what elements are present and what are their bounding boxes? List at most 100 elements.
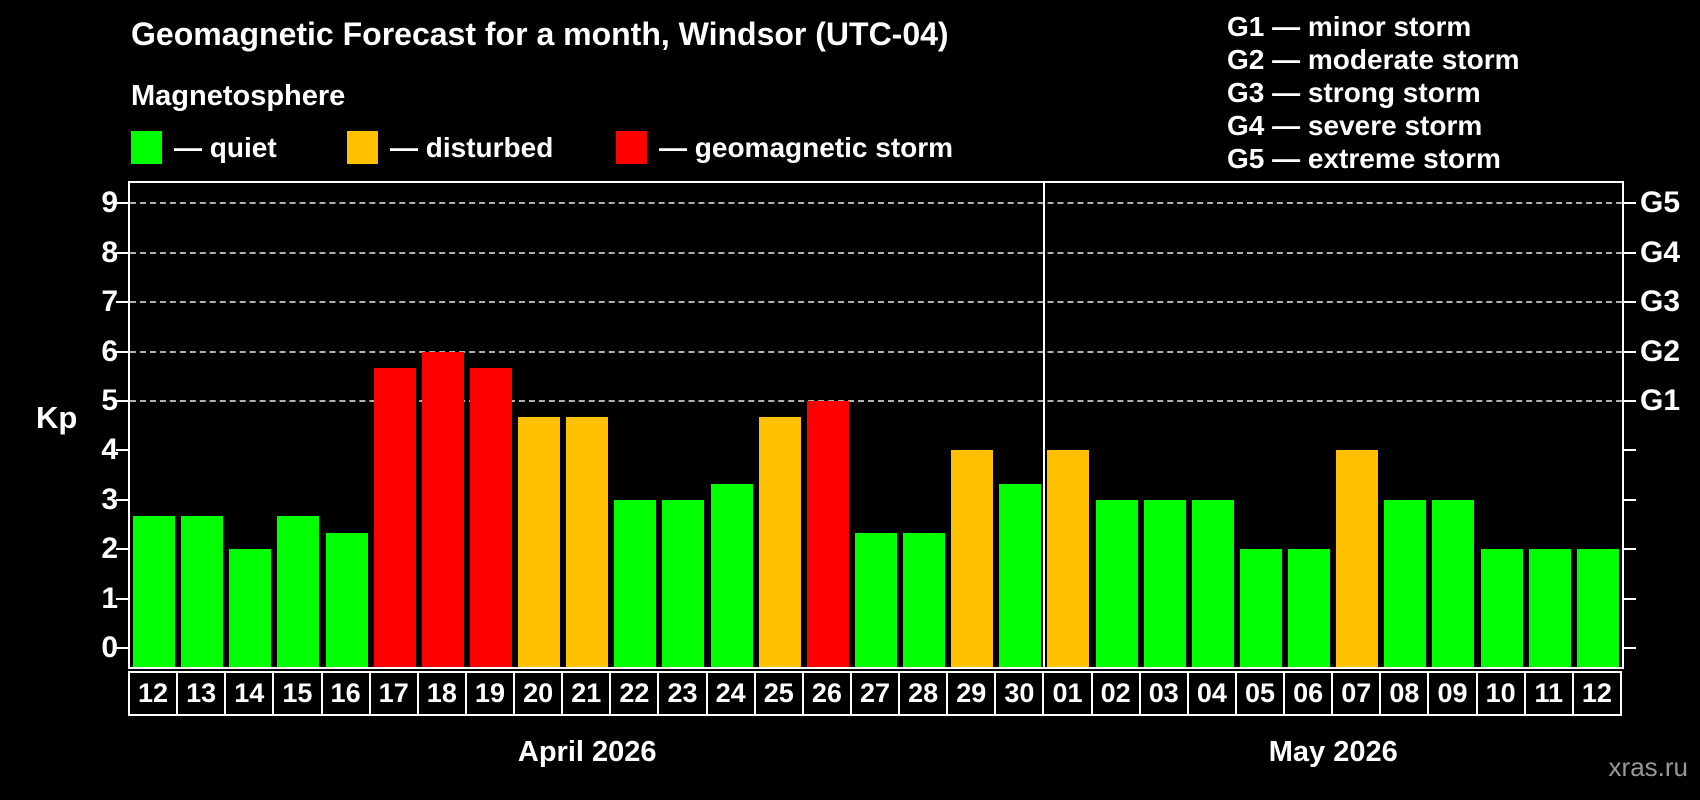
date-cell: 05 — [1234, 671, 1286, 716]
storm-scale-line: G1 — minor storm — [1227, 11, 1472, 42]
kp-bar — [854, 532, 897, 667]
y-axis-tick — [1624, 548, 1636, 551]
y-axis-tick-label: 6 — [101, 334, 118, 368]
kp-bar — [999, 483, 1042, 667]
storm-scale-line: G5 — extreme storm — [1227, 143, 1501, 174]
date-cell: 30 — [994, 671, 1045, 716]
date-cell: 06 — [1283, 671, 1334, 716]
legend-label: — quiet — [174, 131, 277, 163]
chart-title: Geomagnetic Forecast for a month, Windso… — [131, 16, 949, 52]
date-cell: 23 — [657, 671, 708, 716]
gridline-g2 — [130, 350, 1622, 353]
kp-bar — [1576, 549, 1619, 667]
date-cell: 10 — [1475, 671, 1526, 716]
date-cell: 02 — [1090, 671, 1141, 716]
legend-swatch-quiet — [131, 131, 162, 164]
y-axis-label: Kp — [36, 400, 78, 435]
legend-item-quiet: — quiet — [131, 131, 277, 164]
date-cell: 11 — [1523, 671, 1574, 716]
date-cell: 19 — [464, 671, 516, 716]
date-cell: 18 — [416, 671, 467, 716]
legend-label: — geomagnetic storm — [659, 131, 954, 163]
date-cell: 21 — [561, 671, 612, 716]
g-level-label: G1 — [1640, 384, 1681, 417]
y-axis-tick — [1624, 647, 1636, 649]
date-cell: 26 — [801, 671, 852, 716]
y-axis-tick — [1624, 449, 1636, 452]
legend-swatch-storm — [616, 131, 647, 164]
date-cell: 28 — [898, 671, 949, 716]
g-level-label: G2 — [1640, 334, 1681, 368]
kp-bar — [229, 549, 272, 667]
kp-bar — [1336, 450, 1379, 667]
gridline-g5 — [130, 202, 1622, 205]
month-label: April 2026 — [517, 736, 657, 768]
chart-subtitle: Magnetosphere — [131, 80, 346, 112]
y-axis-tick — [116, 647, 128, 649]
g-level-label: G5 — [1640, 186, 1681, 220]
kp-bar — [1480, 549, 1523, 667]
y-axis-tick — [116, 202, 128, 205]
plot-area — [116, 181, 1636, 669]
date-cell: 09 — [1427, 671, 1478, 716]
watermark: xras.ru — [1608, 752, 1688, 782]
y-axis-tick — [1624, 251, 1636, 254]
kp-bar — [325, 532, 368, 667]
y-axis-tick — [116, 597, 128, 600]
date-cell: 14 — [224, 671, 275, 716]
g-level-label: G4 — [1640, 235, 1681, 269]
legend-swatch-disturbed — [347, 131, 378, 164]
y-axis-tick — [116, 449, 128, 452]
y-axis-tick — [116, 498, 128, 501]
y-axis-tick — [1624, 350, 1636, 353]
y-axis-tick — [116, 251, 128, 254]
date-cell: 04 — [1186, 671, 1237, 716]
kp-bar — [1528, 549, 1571, 667]
month-separator-line — [1043, 183, 1046, 667]
date-cell: 20 — [513, 671, 564, 716]
y-axis-tick — [1624, 301, 1636, 304]
date-cell: 08 — [1379, 671, 1430, 716]
kp-bar — [373, 367, 416, 667]
kp-bar — [951, 450, 994, 667]
date-cell: 12 — [1571, 671, 1622, 716]
date-cell: 13 — [176, 671, 227, 716]
kp-bar — [1288, 549, 1331, 667]
kp-bar — [1432, 499, 1475, 667]
gridline-g4 — [130, 251, 1622, 254]
kp-bar — [903, 532, 946, 667]
gridline-g1 — [130, 400, 1622, 402]
kp-bar — [421, 351, 464, 667]
kp-bar — [662, 499, 705, 667]
date-cell: 24 — [705, 671, 756, 716]
kp-bar — [469, 367, 512, 667]
kp-bar — [614, 499, 657, 667]
date-axis-row: 12 13 14 15 16 17 18 19 20 21 22 23 24 25 26 27 28 29 30 01… — [128, 671, 1624, 716]
y-axis-tick — [1624, 498, 1636, 501]
date-cell: 25 — [753, 671, 804, 716]
date-cell: 29 — [946, 671, 997, 716]
kp-bar — [710, 483, 753, 667]
y-axis-tick — [1624, 202, 1636, 205]
storm-scale-line: G2 — moderate storm — [1227, 44, 1520, 75]
kp-bar — [1239, 549, 1282, 667]
kp-bar — [1143, 499, 1186, 667]
y-axis-tick — [1624, 597, 1636, 600]
kp-bar — [1191, 499, 1234, 667]
y-axis-tick-label: 1 — [101, 581, 118, 615]
y-axis-tick-label: 9 — [101, 186, 118, 220]
kp-bar — [181, 516, 224, 667]
kp-bar — [806, 401, 849, 667]
date-cell: 27 — [849, 671, 901, 716]
y-axis-tick — [116, 400, 128, 402]
y-axis-tick-label: 7 — [101, 285, 118, 319]
date-cell: 07 — [1331, 671, 1382, 716]
storm-scale-line: G3 — strong storm — [1227, 77, 1481, 108]
kp-bar — [566, 417, 609, 667]
legend-item-disturbed: — disturbed — [347, 131, 553, 164]
kp-bar — [277, 516, 320, 667]
date-cell: 16 — [320, 671, 371, 716]
y-axis-tick-label: 4 — [101, 433, 118, 467]
legend-label: — disturbed — [390, 131, 554, 163]
y-axis-tick-label: 0 — [101, 631, 118, 664]
